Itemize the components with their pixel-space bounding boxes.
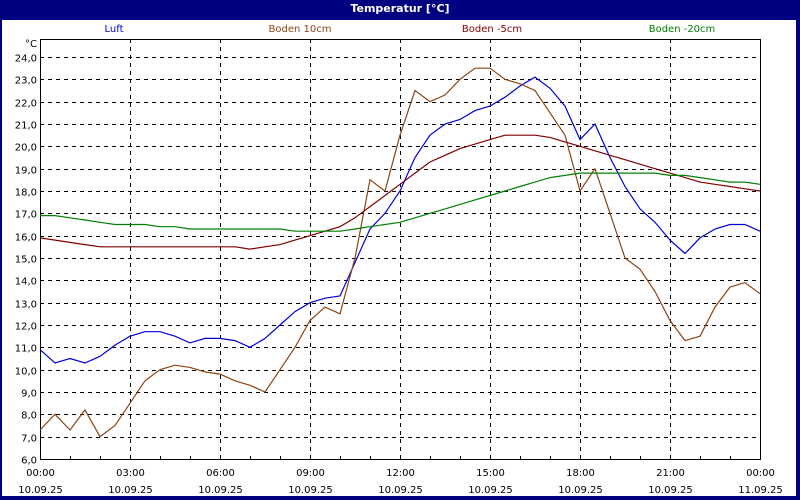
y-tick-label: 16,0	[15, 233, 37, 244]
x-tick-time: 09:00	[296, 468, 325, 479]
series-line-boden-5cm	[39, 134, 761, 250]
x-tick-date: 10.09.25	[288, 485, 333, 496]
y-tick-label: 18,0	[15, 188, 37, 199]
y-tick-label: 12,0	[15, 322, 37, 333]
y-tick-label: 9,0	[21, 389, 37, 400]
y-tick-label: 15,0	[15, 255, 37, 266]
y-tick-label: 13,0	[15, 300, 37, 311]
y-tick-label: 14,0	[15, 277, 37, 288]
x-tick-date: 10.09.25	[198, 485, 243, 496]
chart-title: Temperatur [°C]	[350, 2, 450, 15]
legend-luft: Luft	[104, 24, 124, 35]
y-tick-label: 10,0	[15, 367, 37, 378]
y-tick-label: 17,0	[15, 210, 37, 221]
x-tick-time: 18:00	[566, 468, 595, 479]
x-tick-date: 10.09.25	[18, 485, 63, 496]
y-tick-label: 8,0	[21, 411, 37, 422]
y-tick-label: 7,0	[21, 434, 37, 445]
x-tick-date: 10.09.25	[108, 485, 153, 496]
x-tick-date: 10.09.25	[648, 485, 693, 496]
chart-panel	[2, 20, 796, 496]
x-tick-time: 21:00	[656, 468, 685, 479]
y-tick-label: 11,0	[15, 344, 37, 355]
y-tick-label: 19,0	[15, 166, 37, 177]
y-tick-label: 22,0	[15, 99, 37, 110]
series-line-boden-20cm	[40, 172, 761, 232]
legend-boden-5cm: Boden -5cm	[461, 24, 523, 35]
x-tick-time: 12:00	[386, 468, 415, 479]
y-tick-label: 6,0	[21, 456, 37, 467]
x-tick-time: 06:00	[206, 468, 235, 479]
x-tick-time: 15:00	[476, 468, 505, 479]
x-tick-date: 10.09.25	[378, 485, 423, 496]
series-line-boden-10cm	[39, 67, 761, 438]
x-tick-time: 03:00	[116, 468, 145, 479]
x-tick-date: 10.09.25	[468, 485, 513, 496]
y-tick-label: 23,0	[15, 76, 37, 87]
x-tick-time: 00:00	[26, 468, 55, 479]
x-tick-date: 11.09.25	[738, 485, 783, 496]
series-line-luft	[39, 76, 761, 364]
x-tick-time: 00:00	[746, 468, 775, 479]
y-tick-label: 24,0	[15, 54, 37, 65]
x-tick-date: 10.09.25	[558, 485, 603, 496]
y-unit-label: °C	[25, 39, 37, 50]
plot-frame	[40, 39, 761, 460]
legend-boden-10cm: Boden 10cm	[268, 24, 332, 35]
y-tick-label: 21,0	[15, 121, 37, 132]
legend-boden-20cm: Boden -20cm	[648, 24, 716, 35]
y-tick-label: 20,0	[15, 143, 37, 154]
